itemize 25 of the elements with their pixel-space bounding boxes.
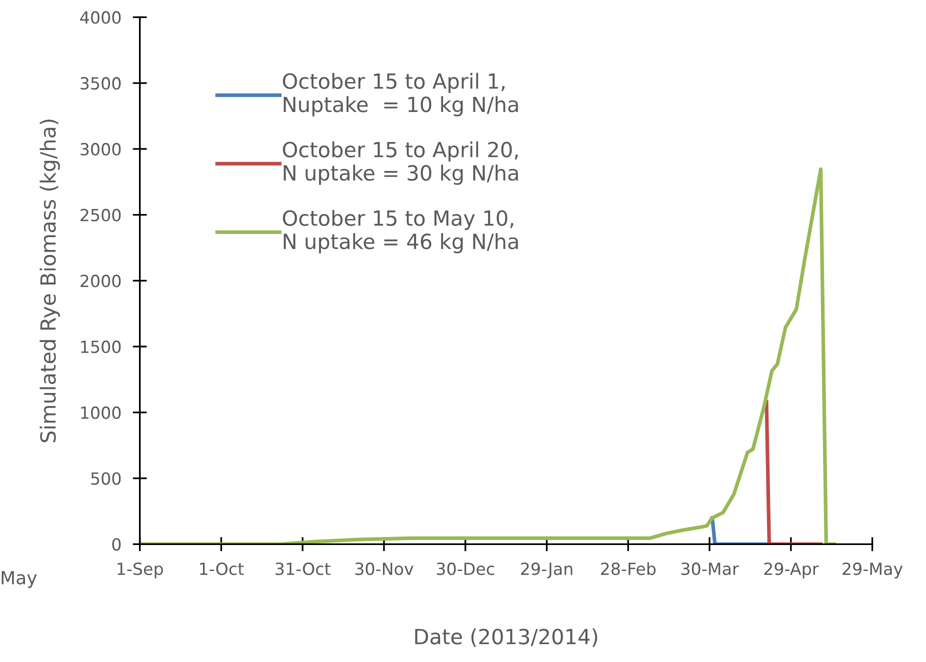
y-tick-label: 1000 xyxy=(81,406,121,419)
x-tick-label: 30-Dec xyxy=(436,562,494,576)
y-tick-label: 1500 xyxy=(81,340,121,354)
x-tick-label: 1-Sep xyxy=(118,562,163,578)
x-tick-label: 29-May xyxy=(842,562,903,578)
x-tick-label: 29-Apr xyxy=(764,562,819,578)
x-tick-label: 30-Nov xyxy=(355,562,414,576)
y-axis-title: Simulated Rye Biomass (kg/ha) xyxy=(40,120,60,442)
legend-label: October 15 to April 20, N uptake = 30 kg N/ha xyxy=(282,141,518,185)
y-tick-label: 3000 xyxy=(80,142,121,156)
y-tick-label: 2500 xyxy=(80,208,121,222)
y-tick-label: 3500 xyxy=(80,77,121,90)
x-axis-title: Date (2013/2014) xyxy=(415,628,598,647)
x-tick-label: 29-Jan xyxy=(521,562,572,578)
legend-label: October 15 to May 10, N uptake = 46 kg N/ha xyxy=(282,210,518,254)
y-tick-label: 500 xyxy=(91,472,121,485)
x-tick-label: 1-Oct xyxy=(200,562,244,576)
text: May xyxy=(2,571,37,588)
x-tick-label: 28-Feb xyxy=(600,562,656,576)
y-tick-label: 4000 xyxy=(80,11,121,24)
x-tick-label: 30-Mar xyxy=(681,562,739,576)
y-tick-label: 2000 xyxy=(80,274,121,288)
legend-label: October 15 to April 1, Nuptake = 10 kg N/ha xyxy=(282,72,518,116)
x-tick-label: 31-Oct xyxy=(276,562,330,576)
y-tick-label: 0 xyxy=(112,538,121,551)
